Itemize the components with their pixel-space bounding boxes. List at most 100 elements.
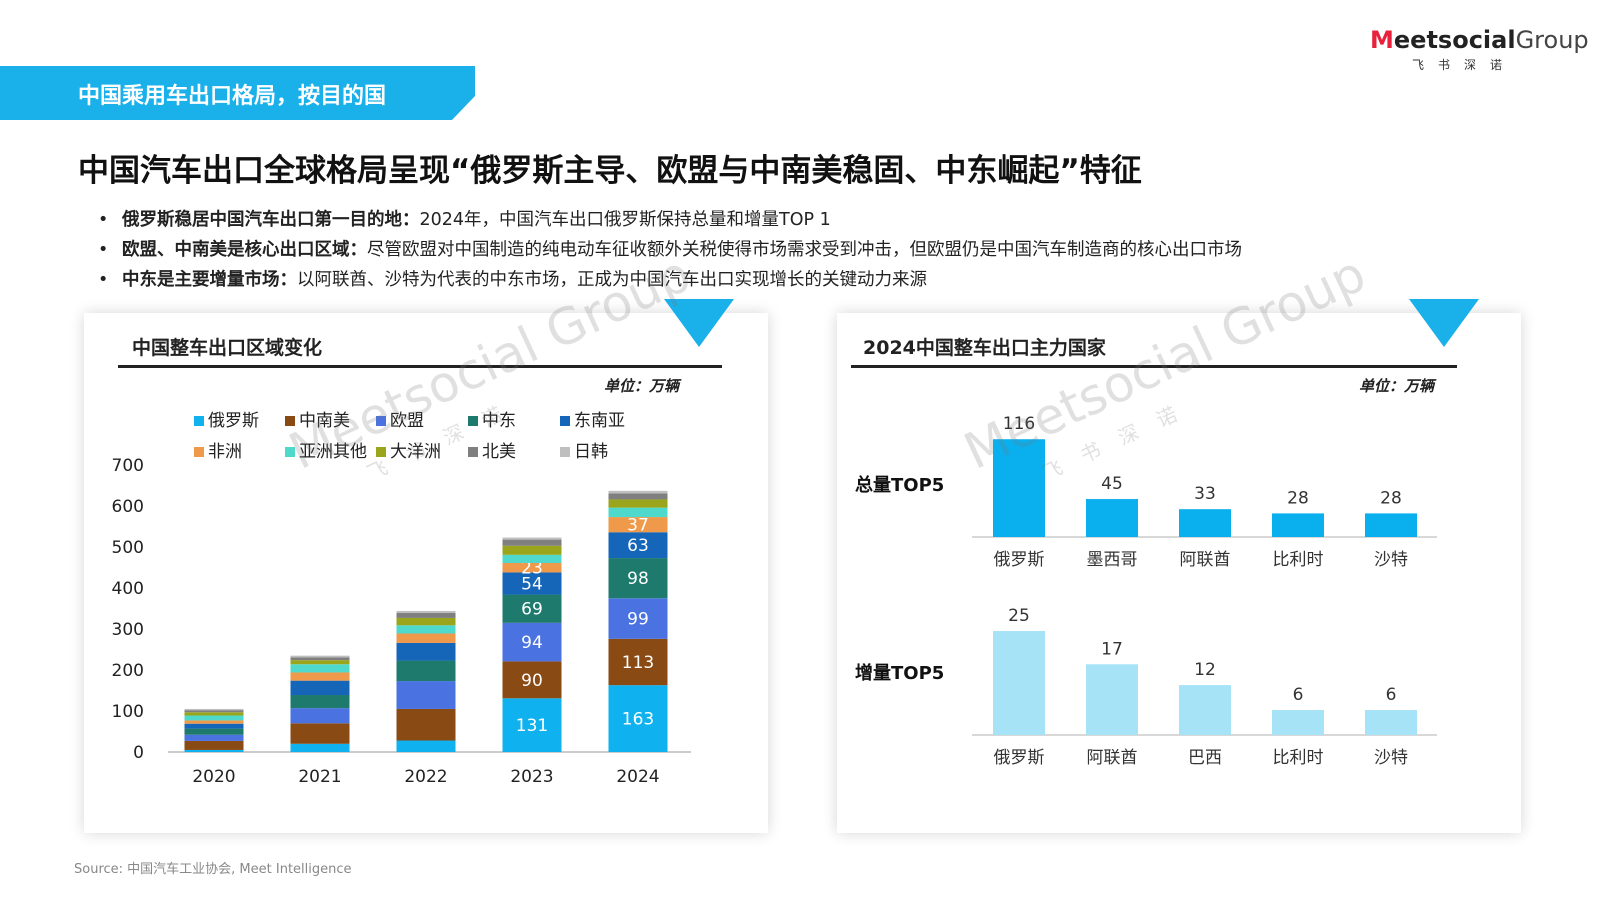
legend-swatch — [560, 447, 570, 457]
bar-data-label: 23 — [521, 559, 543, 579]
bar-segment-东南亚 — [608, 532, 668, 559]
key-findings-list: 俄罗斯稳居中国汽车出口第一目的地：2024年，中国汽车出口俄罗斯保持总量和增量T… — [98, 205, 1242, 295]
country-label: 阿联酋 — [1087, 748, 1138, 768]
country-bar — [1086, 499, 1138, 537]
bar-segment-非洲 — [608, 517, 668, 533]
bar-segment-北美 — [396, 613, 456, 618]
country-label: 俄罗斯 — [994, 748, 1045, 768]
bar-segment-大洋洲 — [608, 499, 668, 508]
bar-data-label: 113 — [622, 653, 654, 673]
country-bar — [993, 439, 1045, 537]
bar-segment-俄罗斯 — [396, 740, 456, 752]
y-tick-label: 700 — [112, 456, 144, 476]
bar-segment-大洋洲 — [184, 712, 244, 716]
bar-value-label: 17 — [1101, 639, 1123, 659]
section-banner-title: 中国乘用车出口格局，按目的国 — [78, 84, 387, 109]
bar-segment-中南美 — [290, 723, 350, 744]
bar-segment-中东 — [502, 594, 562, 623]
bar-segment-亚洲其他 — [184, 715, 244, 721]
bar-segment-中南美 — [184, 740, 244, 750]
x-tick-label: 2022 — [404, 767, 447, 787]
bar-value-label: 6 — [1386, 685, 1397, 705]
bar-segment-大洋洲 — [290, 660, 350, 665]
region-change-card: 中国整车出口区域变化 单位：万辆 0 100 200 300 400 500 600 700 2… — [84, 299, 768, 833]
bar-segment-北美 — [502, 539, 562, 546]
bar-segment-日韩 — [396, 610, 456, 614]
country-label: 沙特 — [1374, 748, 1408, 768]
legend-label: 中东 — [482, 411, 516, 431]
card-title-rule — [118, 365, 722, 368]
group-label: 增量TOP5 — [855, 662, 944, 684]
bar-data-label: 99 — [627, 610, 649, 630]
bar-segment-欧盟 — [184, 734, 244, 741]
country-label: 比利时 — [1273, 748, 1324, 768]
bar-segment-非洲 — [290, 672, 350, 681]
y-tick-label: 100 — [112, 702, 144, 722]
bar-segment-东南亚 — [396, 642, 456, 661]
bar-segment-日韩 — [608, 490, 668, 494]
bar-value-label: 12 — [1194, 660, 1216, 680]
legend-swatch — [468, 416, 478, 426]
bar-segment-东南亚 — [290, 680, 350, 696]
y-tick-label: 600 — [112, 497, 144, 517]
country-label: 沙特 — [1374, 550, 1408, 570]
bar-segment-大洋洲 — [396, 617, 456, 626]
legend-label: 中南美 — [299, 411, 350, 431]
country-label: 比利时 — [1273, 550, 1324, 570]
x-tick-label: 2023 — [510, 767, 553, 787]
bar-segment-日韩 — [184, 708, 244, 711]
bar-value-label: 33 — [1194, 484, 1216, 504]
legend-swatch — [285, 416, 295, 426]
x-tick-label: 2024 — [616, 767, 659, 787]
bar-segment-东南亚 — [184, 723, 244, 729]
bar-data-label: 90 — [521, 671, 543, 691]
countries-chart-unit: 单位：万辆 — [1359, 377, 1435, 395]
bar-segment-非洲 — [502, 562, 562, 573]
bar-segment-亚洲其他 — [290, 664, 350, 673]
bar-data-label: 98 — [627, 569, 649, 589]
bar-data-label: 63 — [627, 536, 649, 556]
y-tick-label: 300 — [112, 620, 144, 640]
bar-segment-俄罗斯 — [502, 698, 562, 752]
card-corner-marker — [1409, 299, 1479, 347]
bar-segment-中东 — [608, 558, 668, 599]
bar-segment-北美 — [290, 657, 350, 661]
bar-segment-中东 — [290, 695, 350, 709]
legend-swatch — [194, 416, 204, 426]
legend-label: 非洲 — [208, 442, 242, 462]
region-chart-unit: 单位：万辆 — [604, 377, 680, 395]
legend-label: 日韩 — [574, 442, 608, 462]
bar-data-label: 131 — [516, 716, 548, 736]
legend-swatch — [376, 447, 386, 457]
legend-label: 俄罗斯 — [208, 411, 259, 431]
country-bar — [1086, 664, 1138, 735]
bar-segment-北美 — [608, 493, 668, 500]
x-tick-label: 2021 — [298, 767, 341, 787]
bar-data-label: 163 — [622, 710, 654, 730]
bar-value-label: 6 — [1293, 685, 1304, 705]
source-note: Source: 中国汽车工业协会, Meet Intelligence — [74, 862, 352, 877]
y-tick-label: 200 — [112, 661, 144, 681]
bar-segment-俄罗斯 — [184, 749, 244, 752]
legend-swatch — [285, 447, 295, 457]
y-tick-label: 0 — [133, 743, 144, 763]
bar-segment-亚洲其他 — [396, 625, 456, 634]
section-banner — [0, 66, 475, 120]
bar-segment-欧盟 — [396, 681, 456, 709]
bar-data-label: 69 — [521, 600, 543, 620]
country-bar — [1272, 710, 1324, 735]
country-bar — [993, 631, 1045, 735]
bar-segment-非洲 — [184, 720, 244, 724]
bar-value-label: 116 — [1003, 414, 1035, 434]
legend-label: 北美 — [482, 442, 516, 462]
bar-value-label: 45 — [1101, 474, 1123, 494]
country-bar — [1179, 685, 1231, 735]
bar-segment-东南亚 — [502, 572, 562, 595]
country-bar — [1179, 509, 1231, 537]
country-label: 巴西 — [1188, 748, 1222, 768]
bar-data-label: 37 — [627, 516, 649, 536]
top-countries-card: 2024中国整车出口主力国家 单位：万辆 总量TOP5 116 俄罗斯 45 墨西哥 33… — [837, 299, 1521, 833]
bar-segment-中东 — [396, 660, 456, 682]
bar-value-label: 28 — [1287, 488, 1309, 508]
region-chart-title: 中国整车出口区域变化 — [132, 337, 323, 359]
